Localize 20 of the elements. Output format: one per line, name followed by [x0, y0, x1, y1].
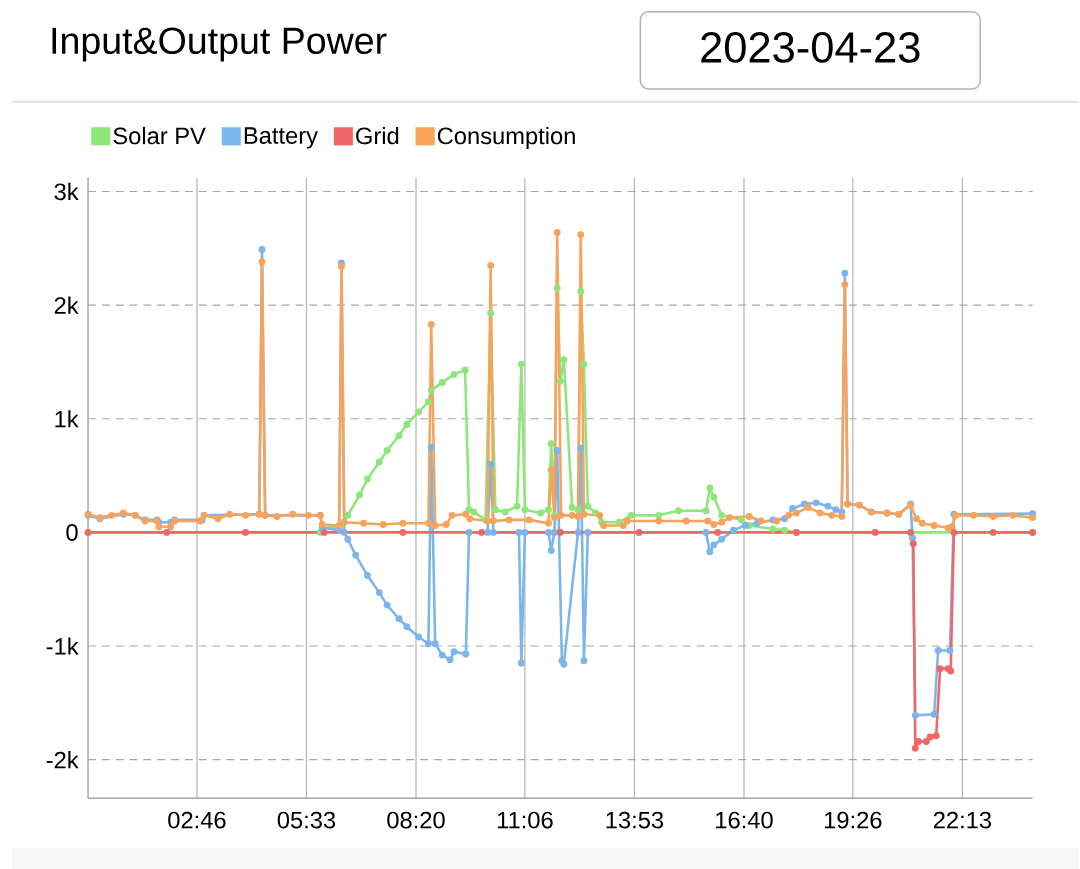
- x-tick-label: 22:13: [933, 811, 992, 829]
- chart-title: Input&Output Power: [52, 27, 387, 62]
- x-tick-label: 16:40: [716, 811, 773, 829]
- y-tick-label: 3k: [54, 182, 79, 200]
- chart-subtitle: 2023-04-23: [701, 31, 920, 63]
- x-tick-label: 02:46: [168, 811, 226, 829]
- legend-label: Battery: [244, 127, 318, 149]
- x-tick-label: 08:20: [387, 811, 445, 829]
- legend-label: Consumption: [437, 126, 575, 149]
- x-tick-label: 13:53: [606, 811, 664, 829]
- y-tick-label: -2k: [46, 750, 79, 769]
- y-tick-label: 0: [66, 523, 78, 541]
- y-tick-label: -1k: [46, 637, 79, 655]
- y-tick-label: 1k: [55, 409, 79, 428]
- y-tick-label: 2k: [54, 296, 79, 314]
- legend-label: Solar PV: [113, 126, 206, 145]
- x-tick-label: 11:06: [497, 811, 553, 829]
- x-tick-label: 19:26: [824, 811, 882, 829]
- x-tick-label: 05:33: [277, 811, 336, 829]
- legend-label: Grid: [356, 126, 399, 145]
